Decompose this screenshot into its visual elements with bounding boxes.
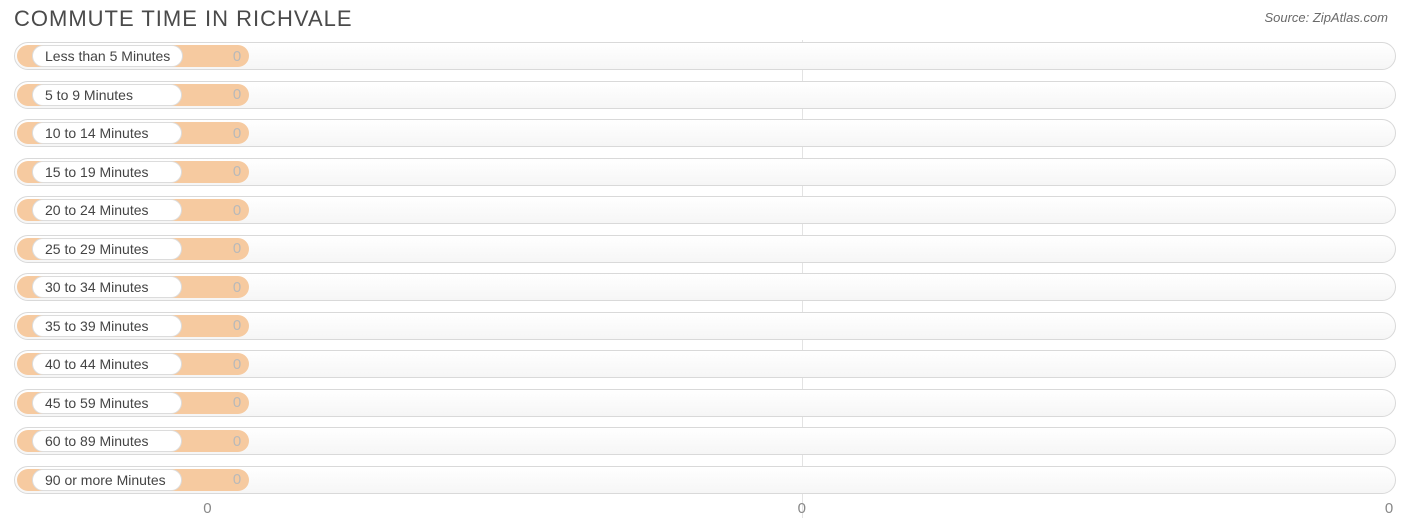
bar-label: 45 to 59 Minutes [32,392,182,414]
bar-value: 0 [233,315,241,337]
bar-label: 60 to 89 Minutes [32,430,182,452]
bar-row: 0 60 to 89 Minutes [14,427,1396,455]
bar-label: 25 to 29 Minutes [32,238,182,260]
bar-label: 10 to 14 Minutes [32,122,182,144]
bar-value: 0 [233,353,241,375]
bar-row: 0 30 to 34 Minutes [14,273,1396,301]
bar-row: 0 35 to 39 Minutes [14,312,1396,340]
chart-title: COMMUTE TIME IN RICHVALE [14,6,353,32]
source-attribution: Source: ZipAtlas.com [1264,6,1388,25]
bar-value: 0 [233,161,241,183]
bar-row: 0 25 to 29 Minutes [14,235,1396,263]
bar-label: 15 to 19 Minutes [32,161,182,183]
axis-tick-label: 0 [798,500,806,517]
x-axis-labels: 0 0 0 [14,500,1396,518]
axis-tick-label: 0 [1385,500,1393,517]
bar-row: 0 90 or more Minutes [14,466,1396,494]
bar-label: Less than 5 Minutes [32,45,183,67]
bar-label: 40 to 44 Minutes [32,353,182,375]
bar-row: 0 10 to 14 Minutes [14,119,1396,147]
chart-area: 0 Less than 5 Minutes 0 5 to 9 Minutes 0 10 t… [14,42,1396,494]
bar-row: 0 45 to 59 Minutes [14,389,1396,417]
bar-label: 20 to 24 Minutes [32,199,182,221]
bar-value: 0 [233,392,241,414]
bar-value: 0 [233,45,241,67]
bar-label: 90 or more Minutes [32,469,182,491]
bar-value: 0 [233,122,241,144]
bar-value: 0 [233,238,241,260]
bar-value: 0 [233,430,241,452]
bar-label: 5 to 9 Minutes [32,84,182,106]
bar-value: 0 [233,276,241,298]
axis-tick-label: 0 [203,500,211,517]
bar-rows-container: 0 Less than 5 Minutes 0 5 to 9 Minutes 0 10 t… [14,42,1396,494]
bar-row: 0 40 to 44 Minutes [14,350,1396,378]
bar-label: 30 to 34 Minutes [32,276,182,298]
bar-row: 0 Less than 5 Minutes [14,42,1396,70]
bar-row: 0 15 to 19 Minutes [14,158,1396,186]
bar-row: 0 5 to 9 Minutes [14,81,1396,109]
bar-row: 0 20 to 24 Minutes [14,196,1396,224]
bar-value: 0 [233,469,241,491]
bar-label: 35 to 39 Minutes [32,315,182,337]
bar-value: 0 [233,84,241,106]
bar-value: 0 [233,199,241,221]
